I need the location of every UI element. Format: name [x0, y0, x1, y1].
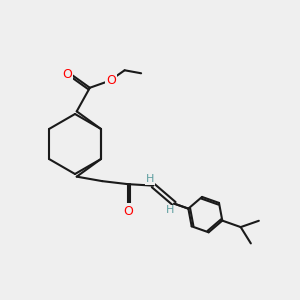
Text: O: O: [106, 74, 116, 87]
Text: O: O: [123, 205, 133, 218]
Text: H: H: [146, 174, 154, 184]
Text: O: O: [62, 68, 72, 81]
Text: H: H: [166, 205, 174, 215]
